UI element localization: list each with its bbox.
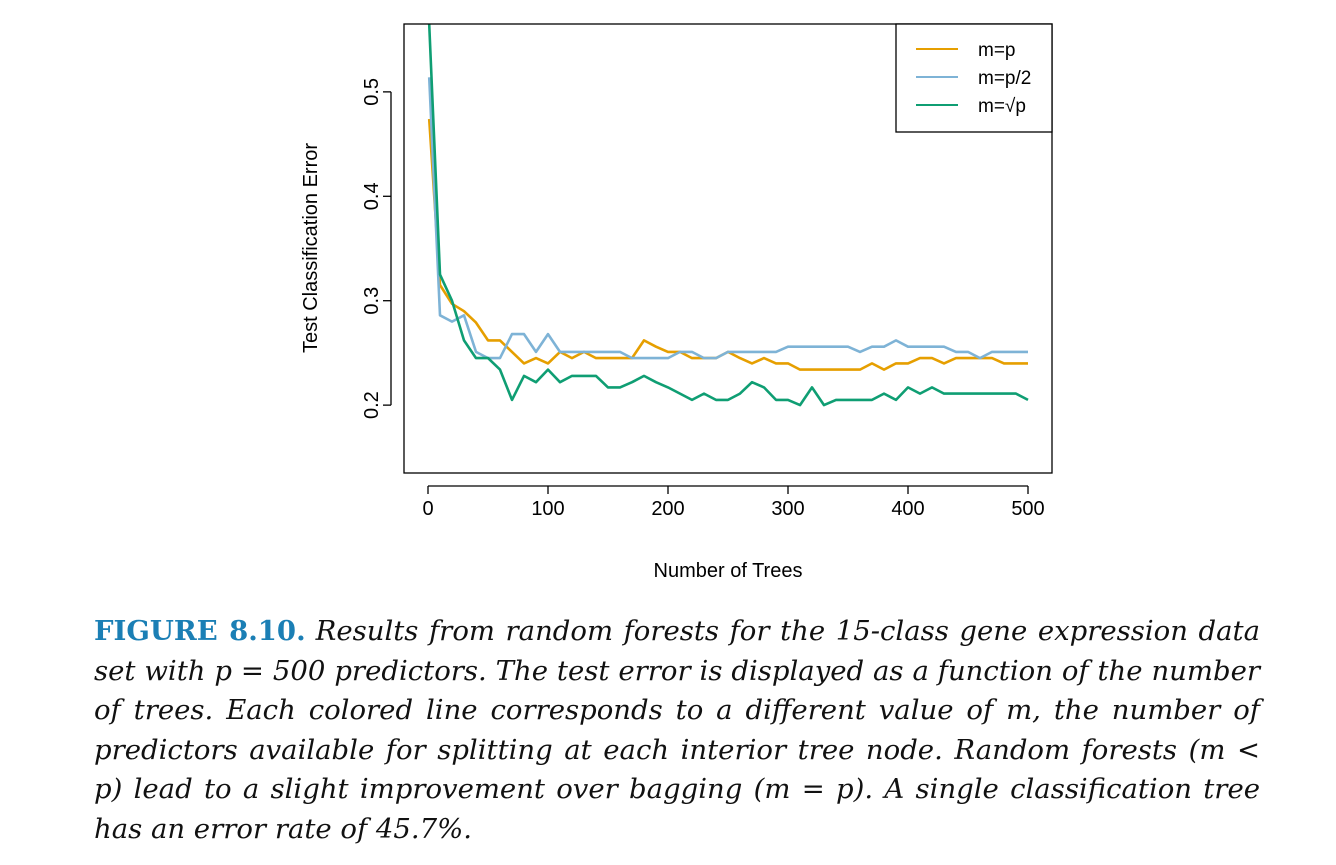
legend: m=p m=p/2 m=√p [895,23,1053,133]
series-line-3 [427,24,1029,407]
x-axis-label: Number of Trees [654,560,803,582]
series-line-1 [427,118,1028,371]
figure-caption-text: Results from random forests for the 15-c… [94,615,1260,845]
legend-label: m=√p [978,96,1026,117]
series-line-2 [427,77,1028,360]
x-tick-label: 0 [422,498,433,520]
x-tick-label: 500 [1011,498,1044,520]
figure-caption-label: FIGURE 8.10. [94,615,306,647]
y-tick-label: 0.2 [361,391,383,419]
x-tick-label: 100 [531,498,564,520]
x-tick-label: 200 [651,498,684,520]
x-axis: 0 100 200 300 400 500 [422,485,1045,520]
figure-caption: FIGURE 8.10. Results from random forests … [94,612,1260,849]
legend-label: m=p/2 [978,68,1031,89]
x-tick-label: 300 [771,498,804,520]
legend-label: m=p [978,40,1016,61]
x-tick-label: 400 [891,498,924,520]
y-tick-label: 0.4 [361,182,383,210]
y-axis-label: Test Classification Error [300,143,322,353]
y-axis: 0.2 0.3 0.4 0.5 [361,78,392,419]
plot-lines [427,24,1029,407]
y-tick-label: 0.3 [361,287,383,315]
chart: 0 100 200 300 400 500 0.2 0.3 0.4 0.5 Number of … [300,23,1053,582]
plot-frame [403,23,1053,474]
y-tick-label: 0.5 [361,78,383,106]
